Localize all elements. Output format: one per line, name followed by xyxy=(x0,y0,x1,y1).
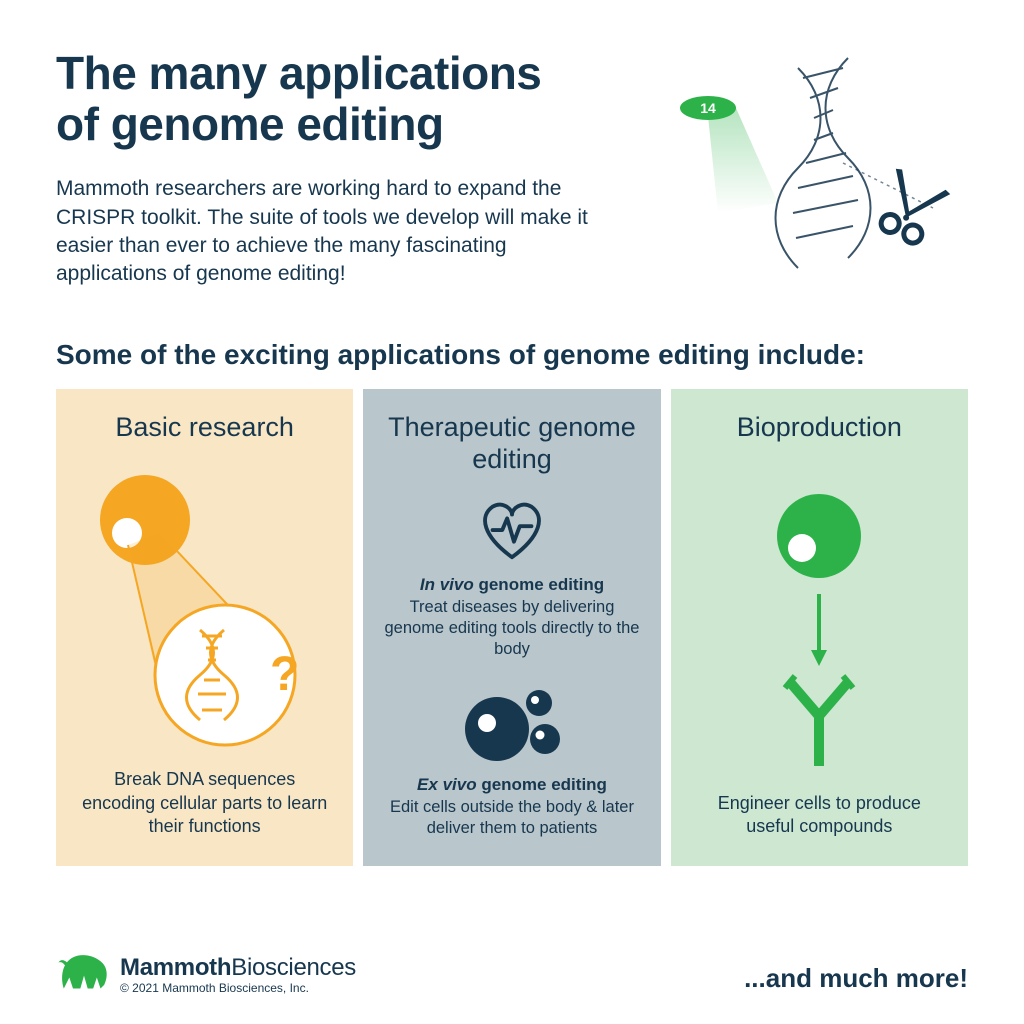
cell-dna-magnify-icon: ? xyxy=(74,461,335,768)
page-subtitle: Mammoth researchers are working hard to … xyxy=(56,175,596,288)
card-description: Break DNA sequences encoding cellular pa… xyxy=(74,768,335,838)
therapeutic-icons: In vivo genome editing Treat diseases by… xyxy=(381,493,642,838)
cells-cluster-icon xyxy=(457,679,567,769)
section-heading: Some of the exciting applications of gen… xyxy=(0,289,1024,389)
in-vivo-block: In vivo genome editing Treat diseases by… xyxy=(381,575,642,659)
page-title: The many applications of genome editing xyxy=(56,48,596,149)
card-title: Basic research xyxy=(115,411,294,443)
logo-block: MammothBiosciences © 2021 Mammoth Biosci… xyxy=(56,950,356,994)
heart-pulse-icon xyxy=(473,497,551,565)
card-therapeutic: Therapeutic genome editing In vivo genom… xyxy=(363,389,660,867)
footer: MammothBiosciences © 2021 Mammoth Biosci… xyxy=(56,950,968,994)
cards-row: Basic research xyxy=(0,389,1024,867)
cell-to-antibody-icon xyxy=(689,461,950,792)
ex-vivo-block: Ex vivo genome editing Edit cells outsid… xyxy=(381,775,642,838)
card-title: Bioproduction xyxy=(737,411,902,443)
badge-number: 14 xyxy=(700,100,716,116)
card-title: Therapeutic genome editing xyxy=(381,411,642,476)
header-text-block: The many applications of genome editing … xyxy=(56,48,596,289)
logo-name: MammothBiosciences xyxy=(120,956,356,980)
card-description: Engineer cells to produce useful compoun… xyxy=(689,792,950,839)
svg-text:?: ? xyxy=(270,648,299,701)
copyright: © 2021 Mammoth Biosciences, Inc. xyxy=(120,982,356,994)
mammoth-logo-icon xyxy=(56,950,112,994)
hero-dna-scissors-icon: 14 xyxy=(638,48,968,288)
card-bioproduction: Bioproduction Engineer cells to prod xyxy=(671,389,968,867)
and-much-more: ...and much more! xyxy=(744,963,968,994)
card-basic-research: Basic research xyxy=(56,389,353,867)
header: The many applications of genome editing … xyxy=(0,0,1024,289)
